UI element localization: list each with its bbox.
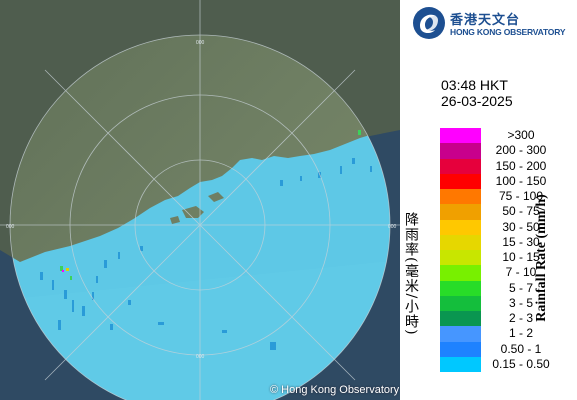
legend-label: 3 - 5 <box>508 295 533 310</box>
legend-label: 100 - 150 <box>495 173 547 188</box>
hko-name-english: HONG KONG OBSERVATORY <box>450 27 566 37</box>
legend-panel: 香港天文台 HONG KONG OBSERVATORY 03:48 HKT 26… <box>400 0 577 400</box>
legend-swatch <box>440 280 481 296</box>
legend-swatch <box>440 189 481 205</box>
map-copyright: © Hong Kong Observatory <box>270 384 400 396</box>
legend-swatch <box>440 311 481 327</box>
range-rings <box>0 0 400 400</box>
legend-swatch <box>440 356 481 372</box>
legend-label: 0.50 - 1 <box>500 341 542 356</box>
legend-row: 30 - 50 <box>440 219 570 235</box>
legend-row: 50 - 75 <box>440 204 570 220</box>
legend-swatch <box>440 143 481 159</box>
legend-row: 15 - 30 <box>440 234 570 250</box>
legend-row: 100 - 150 <box>440 173 570 189</box>
legend-row: 10 - 15 <box>440 250 570 266</box>
legend-swatch <box>440 158 481 174</box>
legend-label: 15 - 30 <box>502 234 540 249</box>
legend-title-chinese: 降雨率(毫米/小時) <box>403 212 419 336</box>
legend-swatch <box>440 219 481 235</box>
legend-title-english: Rainfall Rate (mm/h) <box>534 194 549 322</box>
legend-label: 7 - 10 <box>505 265 537 280</box>
legend-swatch <box>440 250 481 266</box>
legend-swatch <box>440 173 481 189</box>
legend-row: 0.15 - 0.50 <box>440 356 570 372</box>
radar-map: 000 000 000 000 © Hong Kong Observatory <box>0 0 400 400</box>
legend-swatch <box>440 204 481 220</box>
legend-row: 2 - 3 <box>440 311 570 327</box>
range-label-west: 000 <box>6 224 15 230</box>
hko-name-chinese: 香港天文台 <box>450 13 521 28</box>
legend-label: 150 - 200 <box>495 158 547 173</box>
legend-label: 10 - 15 <box>502 250 540 264</box>
legend-row: 75 - 100 <box>440 189 570 205</box>
legend-row: >300 <box>440 128 570 144</box>
timestamp-date: 26-03-2025 <box>441 93 513 109</box>
legend-row: 3 - 5 <box>440 295 570 311</box>
legend-label: 5 - 7 <box>508 280 533 295</box>
legend-label: 1 - 2 <box>508 326 533 341</box>
legend-label: 75 - 100 <box>498 189 544 203</box>
legend-row: 0.50 - 1 <box>440 341 570 357</box>
legend-row: 5 - 7 <box>440 280 570 296</box>
hko-logo: 香港天文台 HONG KONG OBSERVATORY <box>412 6 577 42</box>
legend-label: 200 - 300 <box>495 143 547 158</box>
radar-map-graphic: 000 000 000 000 <box>0 0 400 400</box>
legend-swatch <box>440 326 481 342</box>
legend-swatch <box>440 234 481 250</box>
hko-swirl-logo-icon <box>413 7 445 39</box>
range-label-north: 000 <box>196 40 205 46</box>
legend-swatch <box>440 265 481 281</box>
legend-row: 7 - 10 <box>440 265 570 281</box>
timestamp-time: 03:48 HKT <box>441 77 508 93</box>
legend-label: 30 - 50 <box>502 219 540 234</box>
range-label-south: 000 <box>196 354 205 360</box>
legend-swatch <box>440 128 481 144</box>
legend-label: 0.15 - 0.50 <box>492 356 550 371</box>
range-label-east: 000 <box>388 224 397 230</box>
legend-row: 150 - 200 <box>440 158 570 174</box>
legend-row: 200 - 300 <box>440 143 570 159</box>
legend-swatch <box>440 295 481 311</box>
legend-label: >300 <box>507 128 535 142</box>
legend-label: 50 - 75 <box>502 204 540 219</box>
legend-swatch <box>440 341 481 357</box>
legend-label: 2 - 3 <box>508 311 533 325</box>
legend-row: 1 - 2 <box>440 326 570 342</box>
